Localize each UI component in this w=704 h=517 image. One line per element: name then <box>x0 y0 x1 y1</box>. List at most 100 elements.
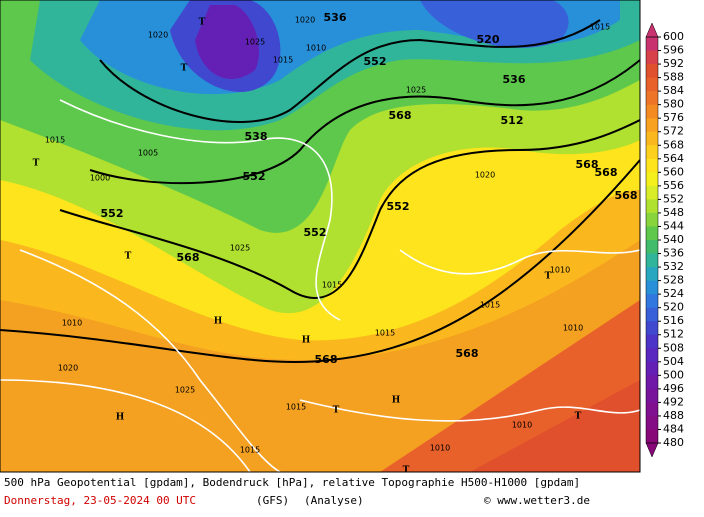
contours <box>0 19 640 472</box>
map-frame <box>0 0 641 473</box>
colorbar-tick-label: 496 <box>663 382 684 395</box>
colorbar-swatch <box>646 158 658 173</box>
colorbar-swatch <box>646 64 658 79</box>
colorbar: 6005965925885845805765725685645605565525… <box>645 22 684 458</box>
colorbar-tick-label: 500 <box>663 368 684 381</box>
isobar-label: 1010 <box>306 44 326 53</box>
isobar-label: 1015 <box>45 136 65 145</box>
colorbar-tick-label: 548 <box>663 206 684 219</box>
colorbar-swatch <box>646 104 658 119</box>
colorbar-tick-label: 552 <box>663 192 684 205</box>
pressure-center: T <box>199 18 206 28</box>
pressure-center: T <box>575 412 582 422</box>
colorbar-swatch <box>646 185 658 200</box>
colorbar-swatch <box>646 50 658 65</box>
contour-label: 568 <box>615 189 638 202</box>
colorbar-tick-label: 596 <box>663 44 684 57</box>
pressure-center: H <box>214 317 223 327</box>
isobar-label: 1010 <box>62 319 82 328</box>
colorbar-swatch <box>646 199 658 214</box>
colorbar-tick-label: 520 <box>663 301 684 314</box>
map-labels: 536 520 552 536 512 568 552 538 552 552 568 552 568 5… <box>33 11 638 476</box>
colorbar-swatch <box>646 280 658 295</box>
pressure-center: T <box>125 252 132 262</box>
pressure-center: H <box>392 396 401 406</box>
contour-label: 538 <box>245 130 268 143</box>
isobar-label: 1015 <box>286 403 306 412</box>
colorbar-swatch <box>646 118 658 133</box>
colorbar-tick-label: 556 <box>663 179 684 192</box>
colorbar-tick-label: 540 <box>663 233 684 246</box>
colorbar-tick-label: 588 <box>663 71 684 84</box>
colorbar-tick-label: 544 <box>663 219 684 232</box>
isobar-label: 1010 <box>563 324 583 333</box>
footer-credit: © www.wetter3.de <box>484 494 590 507</box>
colorbar-tick-label: 584 <box>663 84 684 97</box>
colorbar-swatch <box>646 253 658 268</box>
colorbar-tick-label: 580 <box>663 98 684 111</box>
isobar-label: 1010 <box>512 421 532 430</box>
colorbar-tick-label: 536 <box>663 247 684 260</box>
contour-label: 568 <box>177 251 200 264</box>
contour-label: 552 <box>387 200 410 213</box>
footer-run: (Analyse) <box>304 494 364 507</box>
isobar-label: 1020 <box>295 16 315 25</box>
colorbar-swatch <box>646 37 658 52</box>
colorbar-tick-label: 516 <box>663 314 684 327</box>
colorbar-swatch <box>646 267 658 282</box>
colorbar-tick-label: 592 <box>663 57 684 70</box>
contour-label: 552 <box>101 207 124 220</box>
colorbar-swatch <box>646 334 658 349</box>
contour-label: 536 <box>324 11 347 24</box>
contour-label: 568 <box>389 109 412 122</box>
colorbar-tick-label: 600 <box>663 30 684 43</box>
colorbar-swatch <box>646 212 658 227</box>
footer-date: Donnerstag, 23-05-2024 00 UTC <box>4 494 196 507</box>
isobar-label: 1010 <box>550 266 570 275</box>
isobar-label: 1010 <box>430 444 450 453</box>
contour-label: 552 <box>364 55 387 68</box>
contour-label: 552 <box>243 170 266 183</box>
colorbar-swatch <box>646 388 658 403</box>
colorbar-arrow-bottom <box>645 442 659 458</box>
isobar-label: 1000 <box>90 174 110 183</box>
contour-label: 520 <box>477 33 500 46</box>
colorbar-tick-label: 564 <box>663 152 684 165</box>
colorbar-tick-label: 560 <box>663 165 684 178</box>
footer-title: 500 hPa Geopotential [gpdam], Bodendruck… <box>4 476 580 489</box>
contour-label: 568 <box>456 347 479 360</box>
contour-label: 552 <box>304 226 327 239</box>
isobar-label: 1025 <box>230 244 250 253</box>
contour-label: 536 <box>503 73 526 86</box>
colorbar-swatch <box>646 226 658 241</box>
contour-label: 568 <box>315 353 338 366</box>
colorbar-tick-label: 524 <box>663 287 684 300</box>
colorbar-tick-label: 480 <box>663 436 684 449</box>
isobar-label: 1020 <box>475 171 495 180</box>
isobar-label: 1020 <box>58 364 78 373</box>
colorbar-tick-label: 484 <box>663 422 684 435</box>
colorbar-tick-label: 572 <box>663 125 684 138</box>
colorbar-swatch <box>646 361 658 376</box>
colorbar-swatch <box>646 429 658 444</box>
isobar-label: 1025 <box>175 386 195 395</box>
colorbar-tick-label: 568 <box>663 138 684 151</box>
colorbar-tick-label: 488 <box>663 409 684 422</box>
isobar-label: 1015 <box>375 329 395 338</box>
colorbar-tick-label: 508 <box>663 341 684 354</box>
isobar-label: 1025 <box>406 86 426 95</box>
colorbar-swatch <box>646 402 658 417</box>
contour-label: 568 <box>576 158 599 171</box>
isobar-label: 1005 <box>138 149 158 158</box>
colorbar-tick-label: 504 <box>663 355 684 368</box>
colorbar-swatch <box>646 307 658 322</box>
colorbar-swatch <box>646 145 658 160</box>
pressure-center: T <box>403 466 410 476</box>
contour-label: 512 <box>501 114 524 127</box>
colorbar-arrow-top <box>645 22 659 38</box>
pressure-center: T <box>181 64 188 74</box>
isobar-label: 1015 <box>273 56 293 65</box>
colorbar-swatch <box>646 77 658 92</box>
colorbar-tick-label: 492 <box>663 395 684 408</box>
